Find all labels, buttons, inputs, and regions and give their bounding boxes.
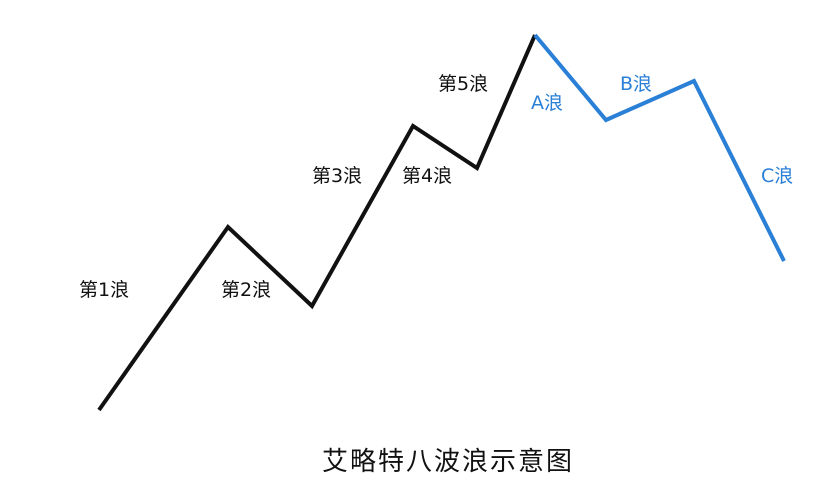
wave-4-label: 第4浪 (402, 165, 453, 187)
diagram-title: 艾略特八波浪示意图 (321, 447, 574, 477)
wave-b-label: B浪 (620, 73, 653, 95)
corrective-wave-line (533, 33, 786, 262)
wave-c-label: C浪 (761, 165, 794, 187)
wave-2-label: 第2浪 (221, 279, 272, 301)
wave-5-label: 第5浪 (438, 73, 489, 95)
wave-1-label: 第1浪 (79, 279, 130, 301)
impulse-wave-line (97, 34, 537, 412)
wave-3-label: 第3浪 (312, 165, 363, 187)
wave-a-label: A浪 (531, 92, 563, 114)
